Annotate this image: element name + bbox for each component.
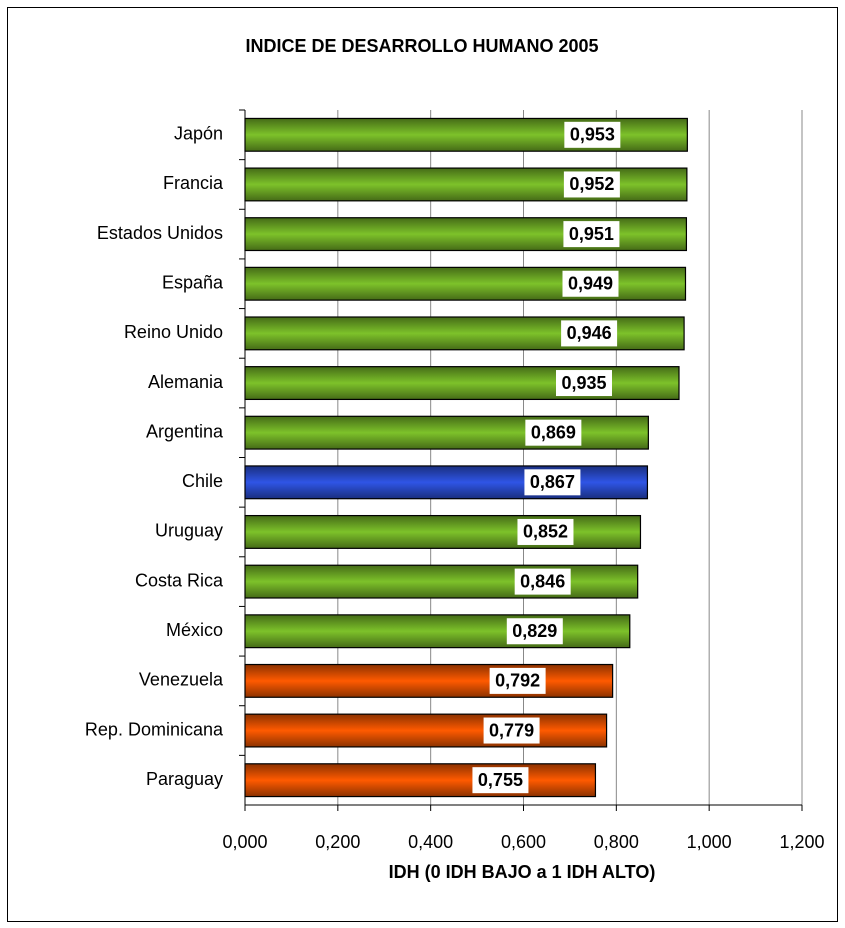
data-label: 0,949: [568, 274, 613, 294]
x-axis-title: IDH (0 IDH BAJO a 1 IDH ALTO): [389, 862, 656, 882]
x-tick-label: 1,000: [687, 832, 732, 852]
data-label: 0,951: [569, 224, 614, 244]
bar: [244, 713, 608, 748]
data-label: 0,935: [561, 373, 606, 393]
y-tick-label: Uruguay: [155, 521, 223, 541]
data-label-bg: [517, 518, 574, 545]
bar: [244, 167, 688, 202]
x-tick-label: 0,600: [501, 832, 546, 852]
y-tick-label: Japón: [174, 124, 223, 144]
data-label-bg: [506, 618, 563, 645]
y-tick-label: Venezuela: [139, 670, 224, 690]
x-tick-label: 1,200: [779, 832, 824, 852]
data-label: 0,852: [523, 522, 568, 542]
bar: [244, 763, 597, 798]
data-label: 0,869: [531, 422, 576, 442]
data-label: 0,867: [530, 472, 575, 492]
bar: [244, 316, 685, 351]
data-label-bg: [563, 221, 620, 248]
data-label-bg: [524, 469, 581, 496]
data-label-bg: [564, 121, 621, 148]
data-label-bg: [489, 667, 546, 694]
data-label: 0,755: [478, 770, 523, 790]
bar: [244, 465, 649, 500]
y-tick-label: España: [162, 273, 224, 293]
bar: [244, 614, 631, 649]
chart-title: INDICE DE DESARROLLO HUMANO 2005: [245, 36, 598, 56]
data-label: 0,829: [512, 621, 557, 641]
y-tick-label: Reino Unido: [124, 322, 223, 342]
data-label-bg: [472, 767, 529, 794]
data-label: 0,946: [567, 323, 612, 343]
bar: [244, 117, 688, 152]
y-tick-label: Argentina: [146, 421, 224, 441]
bar: [244, 564, 639, 599]
bar: [244, 366, 680, 401]
data-label-bg: [561, 320, 618, 347]
y-tick-label: Chile: [182, 471, 223, 491]
data-label-bg: [514, 568, 571, 595]
data-label: 0,952: [569, 174, 614, 194]
bar: [244, 514, 642, 549]
x-tick-label: 0,400: [408, 832, 453, 852]
y-tick-label: Costa Rica: [135, 570, 224, 590]
data-label: 0,792: [495, 671, 540, 691]
data-label-bg: [563, 171, 620, 198]
y-tick-label: Rep. Dominicana: [85, 719, 224, 739]
y-tick-label: Alemania: [148, 372, 224, 392]
bar: [244, 217, 688, 252]
data-label: 0,953: [570, 125, 615, 145]
bar: [244, 266, 687, 301]
y-tick-label: Paraguay: [146, 769, 223, 789]
x-tick-label: 0,000: [222, 832, 267, 852]
y-tick-label: México: [166, 620, 223, 640]
bar: [244, 663, 614, 698]
data-label-bg: [562, 270, 619, 297]
data-label-bg: [555, 370, 612, 397]
y-tick-label: Estados Unidos: [97, 223, 223, 243]
bar: [244, 415, 649, 450]
data-label: 0,846: [520, 571, 565, 591]
x-tick-label: 0,800: [594, 832, 639, 852]
x-tick-label: 0,200: [315, 832, 360, 852]
data-label: 0,779: [489, 720, 534, 740]
data-label-bg: [483, 717, 540, 744]
data-label-bg: [525, 419, 582, 446]
y-tick-label: Francia: [163, 173, 224, 193]
